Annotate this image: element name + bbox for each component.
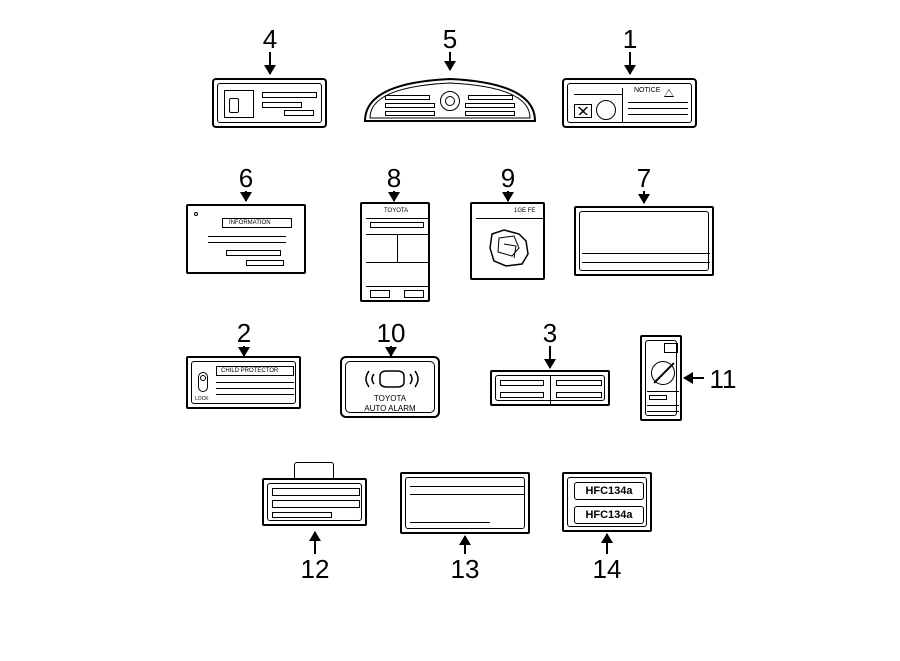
callout-8: 8 — [382, 163, 406, 194]
label-12 — [262, 462, 367, 530]
label-10-line1: TOYOTA — [342, 394, 438, 403]
callout-14: 14 — [590, 554, 624, 585]
arrow-14-icon — [606, 534, 608, 554]
arrow-4-icon — [269, 52, 271, 74]
label-11 — [640, 335, 682, 421]
callout-5: 5 — [438, 24, 462, 55]
arrow-8-icon — [393, 191, 395, 201]
label-3 — [490, 370, 610, 406]
callout-7: 7 — [632, 163, 656, 194]
label-2: LOCK CHILD PROTECTOR — [186, 356, 301, 409]
label-14-ref2: HFC134a — [575, 509, 643, 521]
label-5 — [360, 73, 540, 127]
label-13 — [400, 472, 530, 534]
label-10-line2: AUTO ALARM — [342, 404, 438, 413]
label-2-lock: LOCK — [195, 396, 209, 402]
arrow-7-icon — [643, 191, 645, 203]
label-6: INFORMATION — [186, 204, 306, 274]
label-9-engine: 1GE FE — [514, 208, 535, 214]
callout-2: 2 — [232, 318, 256, 349]
label-1: NOTICE — [562, 78, 697, 128]
parts-diagram: 4 5 1 NOTICE — [0, 0, 900, 661]
arrow-1-icon — [629, 52, 631, 74]
arrow-12-icon — [314, 532, 316, 554]
label-9: 1GE FE — [470, 202, 545, 280]
callout-13: 13 — [448, 554, 482, 585]
callout-3: 3 — [538, 318, 562, 349]
label-8-brand: TOYOTA — [384, 208, 408, 214]
arrow-10-icon — [390, 346, 392, 356]
callout-10: 10 — [374, 318, 408, 349]
label-8: TOYOTA — [360, 202, 430, 302]
arrow-9-icon — [507, 191, 509, 201]
label-14: HFC134a HFC134a — [562, 472, 652, 532]
callout-1: 1 — [618, 24, 642, 55]
arrow-2-icon — [243, 346, 245, 356]
arrow-5-icon — [449, 52, 451, 70]
arrow-11-icon — [684, 377, 704, 379]
callout-4: 4 — [258, 24, 282, 55]
label-4 — [212, 78, 327, 128]
label-6-info: INFORMATION — [229, 220, 271, 226]
callout-12: 12 — [298, 554, 332, 585]
label-2-child: CHILD PROTECTOR — [221, 368, 278, 374]
label-14-ref1: HFC134a — [575, 485, 643, 497]
callout-9: 9 — [496, 163, 520, 194]
label-10: TOYOTA AUTO ALARM — [340, 356, 440, 418]
callout-11: 11 — [706, 364, 740, 395]
label-7 — [574, 206, 714, 276]
arrow-6-icon — [245, 191, 247, 201]
arrow-13-icon — [464, 536, 466, 554]
label-1-notice: NOTICE — [634, 87, 660, 94]
arrow-3-icon — [549, 346, 551, 368]
callout-6: 6 — [234, 163, 258, 194]
